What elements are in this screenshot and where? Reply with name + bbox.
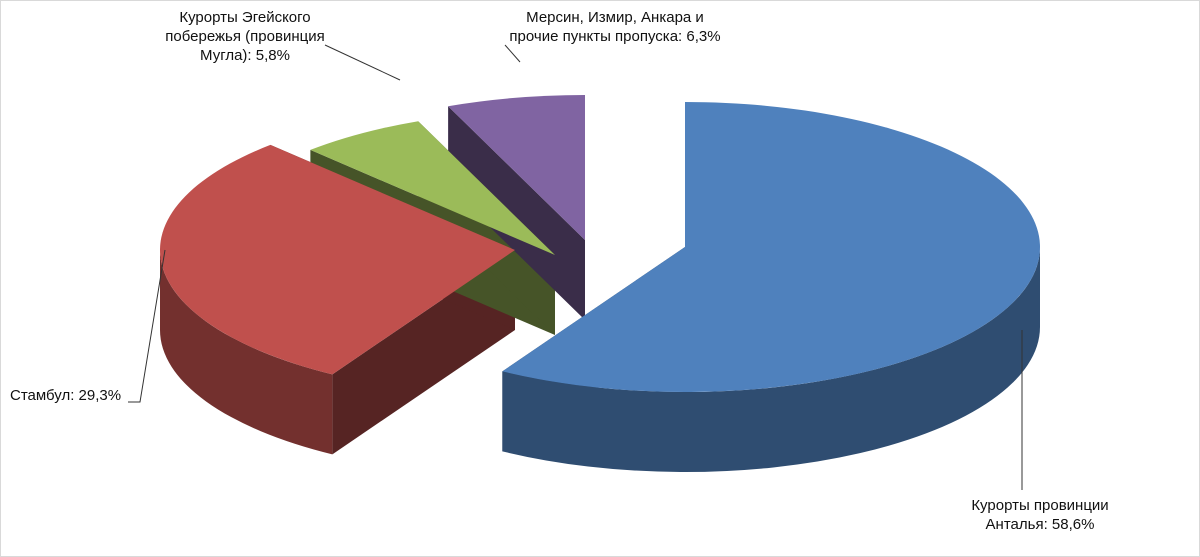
leader-line [504,44,521,63]
data-label: Мерсин, Измир, Анкара и прочие пункты пр… [509,9,721,45]
pie-slice [310,121,555,255]
leader-line [324,44,401,81]
slice-wall [160,250,333,455]
pie-slice [502,102,1040,392]
pie-slice [159,144,515,375]
pie-slice [448,95,585,240]
data-label: Стамбул: 29,3% [10,387,122,404]
leader-line [128,249,166,403]
data-label: Курорты провинции Анталья: 58,6% [971,497,1109,533]
slice-side [448,106,585,320]
slice-wall [502,247,1040,472]
data-label: Курорты Эгейского побережья (провинция М… [165,9,325,64]
